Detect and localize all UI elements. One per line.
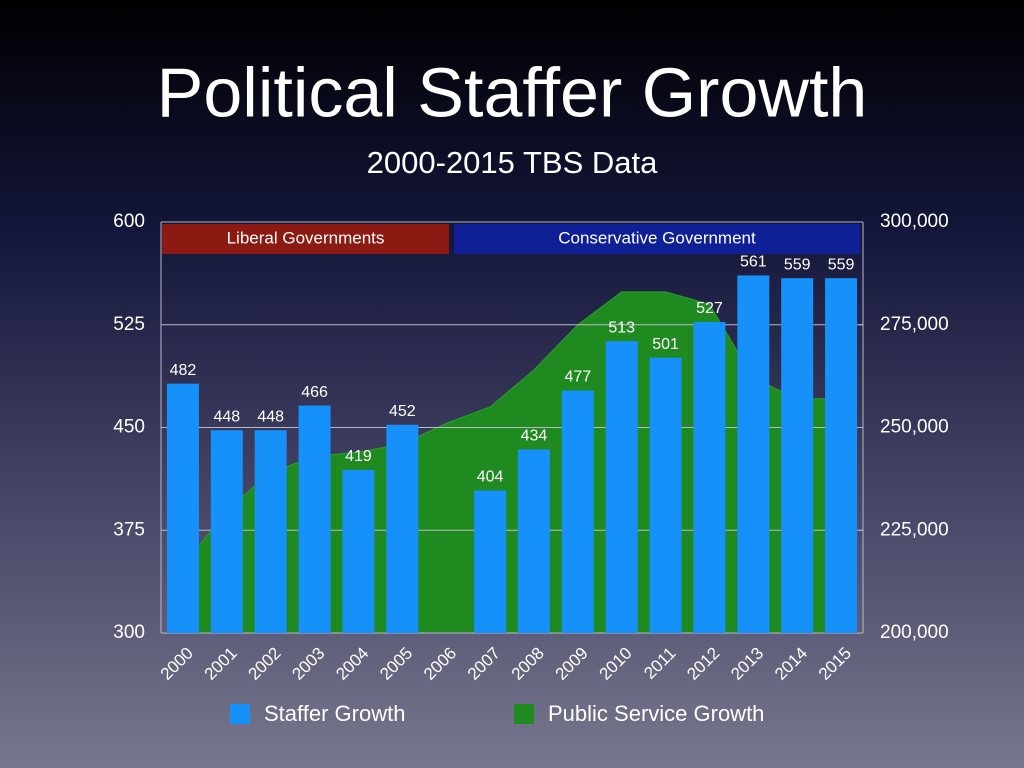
legend-label: Staffer Growth — [264, 701, 405, 726]
annotation-label: Liberal Governments — [227, 228, 385, 247]
legend-swatch — [514, 704, 534, 724]
y-tick-label: 600 — [113, 211, 145, 232]
data-label: 527 — [696, 300, 723, 317]
bar — [517, 449, 550, 633]
x-tick-label: 2004 — [332, 644, 372, 684]
data-label: 419 — [345, 448, 372, 465]
x-tick-label: 2009 — [552, 644, 592, 684]
x-tick-label: 2013 — [727, 644, 767, 684]
bar — [825, 278, 858, 633]
y-tick-label: 525 — [113, 314, 145, 335]
bar — [298, 405, 331, 633]
x-tick-label: 2000 — [157, 644, 197, 684]
data-label: 559 — [828, 256, 855, 273]
data-label: 434 — [521, 428, 548, 445]
y2-tick-label: 200,000 — [880, 622, 949, 643]
chart-title: Political Staffer Growth — [157, 53, 868, 131]
x-tick-label: 2011 — [640, 644, 679, 683]
data-label: 513 — [608, 319, 635, 336]
y2-tick-label: 250,000 — [880, 417, 949, 438]
x-tick-label: 2008 — [508, 644, 548, 684]
y2-tick-label: 275,000 — [880, 314, 949, 335]
data-label: 448 — [257, 408, 284, 425]
data-label: 477 — [564, 369, 591, 386]
bar — [605, 341, 638, 633]
bar — [781, 278, 814, 633]
legend-swatch — [230, 704, 250, 724]
x-tick-label: 2007 — [464, 644, 504, 684]
x-tick-label: 2006 — [420, 644, 460, 684]
bar — [737, 275, 770, 633]
y-tick-label: 450 — [113, 417, 145, 438]
x-tick-label: 2002 — [245, 644, 285, 684]
annotation-band — [454, 224, 860, 254]
data-label: 452 — [389, 403, 416, 420]
y2-tick-label: 225,000 — [880, 519, 949, 540]
data-label: 561 — [740, 254, 767, 271]
bar — [561, 390, 594, 633]
x-tick-label: 2005 — [376, 644, 416, 684]
data-label: 404 — [477, 469, 504, 486]
bar — [386, 424, 419, 633]
x-tick-label: 2003 — [288, 644, 328, 684]
data-label: 448 — [213, 408, 240, 425]
bar — [342, 469, 375, 633]
bar — [166, 383, 199, 633]
x-tick-label: 2015 — [815, 644, 855, 684]
x-tick-label: 2001 — [201, 644, 241, 684]
bar — [649, 357, 682, 633]
data-label: 482 — [170, 362, 197, 379]
y-tick-label: 375 — [113, 519, 145, 540]
data-label: 501 — [652, 336, 679, 353]
y-tick-label: 300 — [113, 622, 145, 643]
data-label: 466 — [301, 384, 328, 401]
y2-tick-label: 300,000 — [880, 211, 949, 232]
annotation-label: Conservative Government — [558, 228, 756, 247]
chart-subtitle: 2000-2015 TBS Data — [367, 145, 658, 180]
data-label: 559 — [784, 256, 811, 273]
bar — [254, 430, 287, 633]
x-tick-label: 2014 — [771, 644, 811, 684]
annotation-band — [162, 224, 449, 254]
x-tick-label: 2010 — [596, 644, 636, 684]
bar — [693, 322, 726, 633]
bar — [474, 490, 507, 633]
legend-label: Public Service Growth — [548, 701, 764, 726]
x-tick-label: 2012 — [683, 644, 723, 684]
bar — [210, 430, 243, 633]
